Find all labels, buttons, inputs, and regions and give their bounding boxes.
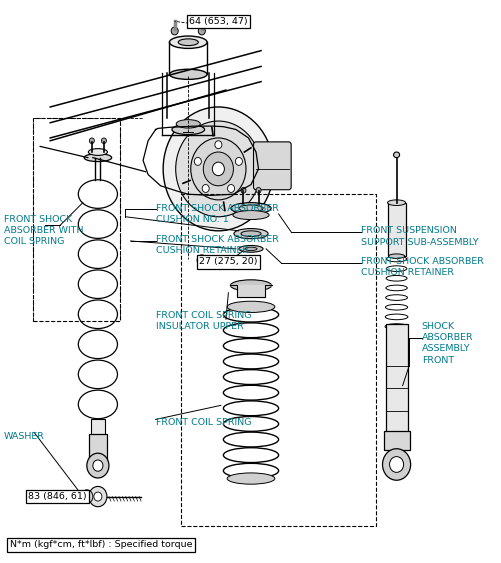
Text: FRONT SHOCK ABSORBER
CUSHION RETAINER: FRONT SHOCK ABSORBER CUSHION RETAINER (361, 257, 483, 278)
Circle shape (190, 138, 245, 200)
Ellipse shape (171, 124, 204, 135)
Ellipse shape (84, 154, 111, 162)
Text: FRONT SHOCK ABSORBER
CUSHION RETAINER: FRONT SHOCK ABSORBER CUSHION RETAINER (155, 235, 278, 255)
Text: FRONT SUSPENSION
SUPPORT SUB-ASSEMBLY: FRONT SUSPENSION SUPPORT SUB-ASSEMBLY (361, 226, 478, 247)
Ellipse shape (393, 152, 399, 158)
Ellipse shape (169, 36, 206, 48)
Bar (383, 431, 409, 450)
Polygon shape (230, 285, 271, 297)
Circle shape (81, 490, 93, 503)
Text: N*m (kgf*cm, ft*lbf) : Specified torque: N*m (kgf*cm, ft*lbf) : Specified torque (10, 540, 192, 549)
Ellipse shape (230, 203, 271, 214)
Ellipse shape (230, 280, 271, 291)
Circle shape (194, 158, 201, 166)
Text: FRONT COIL SPRING
INSULATOR UPPER: FRONT COIL SPRING INSULATOR UPPER (155, 311, 250, 331)
Circle shape (256, 187, 261, 193)
Circle shape (87, 453, 109, 478)
Bar (89, 434, 107, 464)
Bar (385, 324, 407, 434)
Circle shape (94, 492, 102, 501)
Text: 64 (653, 47): 64 (653, 47) (189, 17, 247, 26)
Text: 27 (275, 20): 27 (275, 20) (199, 257, 257, 266)
Circle shape (235, 158, 242, 166)
Circle shape (171, 27, 178, 35)
Ellipse shape (238, 245, 263, 252)
Ellipse shape (178, 39, 198, 46)
Text: FRONT SHOCK ABSORBER
CUSHION NO. 1: FRONT SHOCK ABSORBER CUSHION NO. 1 (155, 204, 278, 224)
Ellipse shape (88, 149, 107, 155)
Circle shape (101, 138, 106, 144)
Circle shape (198, 27, 205, 35)
Bar (91, 419, 105, 448)
Ellipse shape (244, 247, 257, 251)
Bar (387, 203, 405, 256)
Circle shape (175, 121, 261, 217)
Circle shape (382, 449, 410, 480)
Circle shape (212, 162, 224, 176)
Ellipse shape (238, 205, 263, 212)
Bar (180, 194, 376, 526)
Circle shape (202, 185, 209, 193)
Text: SHOCK
ABSORBER
ASSEMBLY
FRONT: SHOCK ABSORBER ASSEMBLY FRONT (421, 322, 472, 365)
Circle shape (389, 457, 403, 472)
Ellipse shape (233, 229, 268, 239)
Bar (33, 118, 120, 321)
Circle shape (227, 185, 234, 193)
Text: WASHER: WASHER (4, 432, 45, 441)
Ellipse shape (232, 211, 269, 220)
Circle shape (93, 460, 103, 471)
Circle shape (214, 141, 221, 149)
Circle shape (89, 138, 94, 144)
Ellipse shape (387, 200, 405, 205)
Ellipse shape (169, 69, 206, 79)
FancyBboxPatch shape (253, 142, 291, 190)
Text: 83 (846, 61): 83 (846, 61) (29, 492, 87, 501)
Ellipse shape (388, 254, 404, 258)
Text: FRONT SHOCK
ABSORBER WITH
COIL SPRING: FRONT SHOCK ABSORBER WITH COIL SPRING (4, 215, 83, 247)
Ellipse shape (226, 473, 275, 484)
Circle shape (203, 152, 233, 186)
Circle shape (89, 486, 107, 507)
Ellipse shape (240, 231, 261, 236)
Circle shape (163, 107, 273, 231)
Ellipse shape (176, 119, 200, 128)
Text: FRONT COIL SPRING: FRONT COIL SPRING (155, 418, 250, 427)
Ellipse shape (226, 301, 275, 312)
Circle shape (197, 255, 206, 265)
Circle shape (240, 187, 245, 193)
